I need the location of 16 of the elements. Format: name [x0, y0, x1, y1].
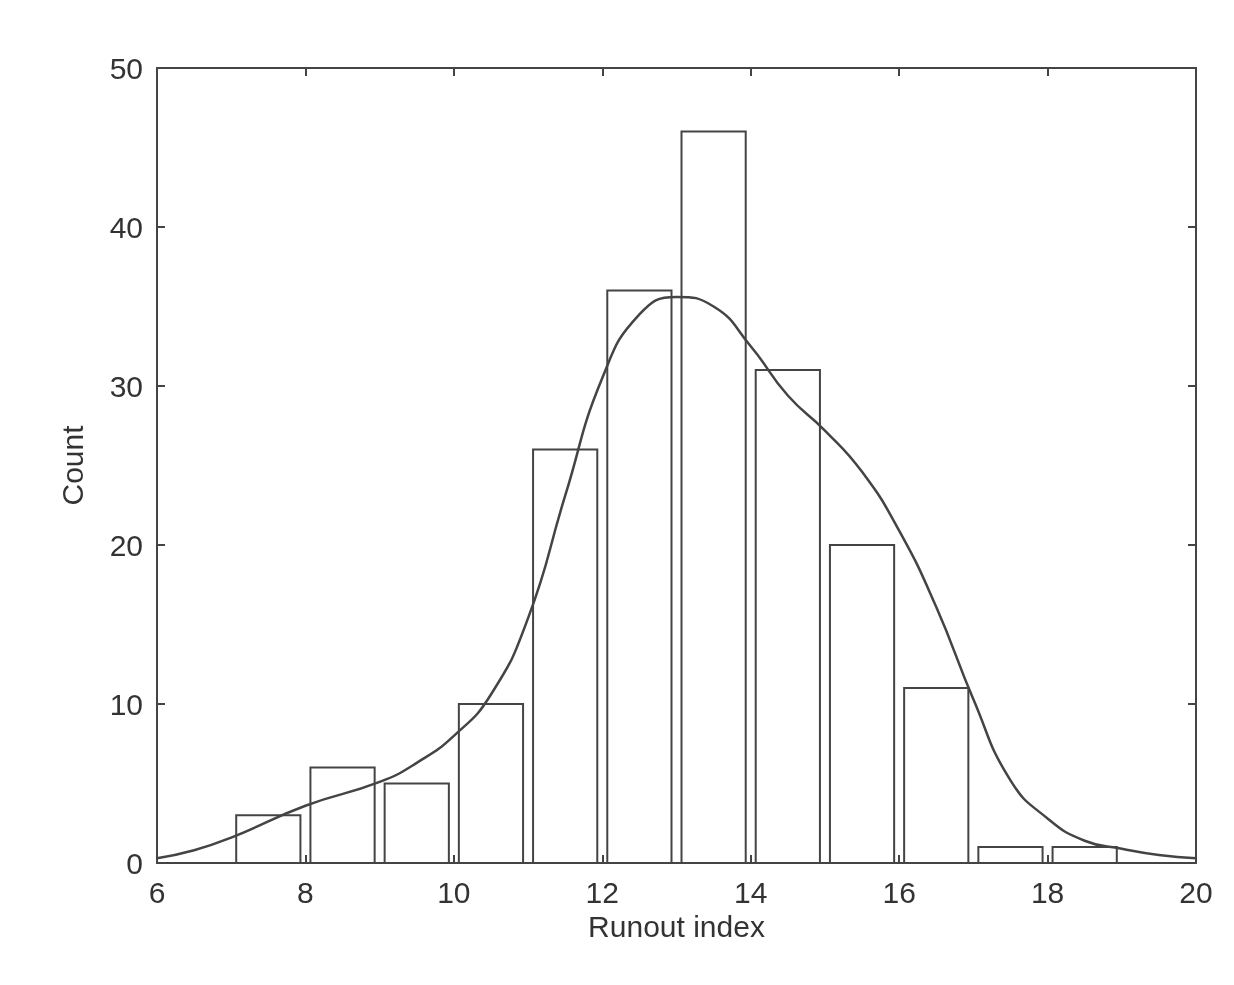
x-tick-label: 16 — [882, 875, 916, 909]
x-tick-label: 14 — [734, 875, 768, 909]
y-axis-title: Count — [55, 424, 89, 506]
x-tick-label: 18 — [1030, 875, 1065, 909]
x-tick-label: 20 — [1179, 875, 1213, 909]
y-tick-label: 50 — [109, 51, 143, 85]
x-tick-label: 12 — [585, 875, 619, 909]
y-tick-label: 40 — [109, 210, 143, 244]
y-tick-label: 10 — [109, 687, 143, 721]
y-tick-label: 20 — [109, 528, 143, 562]
y-tick-label: 0 — [126, 846, 143, 880]
x-tick-label: 6 — [148, 875, 166, 909]
y-tick-label: 30 — [109, 369, 143, 403]
x-axis-title: Runout index — [588, 910, 765, 944]
x-tick-label: 10 — [437, 875, 471, 909]
x-tick-label: 8 — [297, 875, 314, 909]
